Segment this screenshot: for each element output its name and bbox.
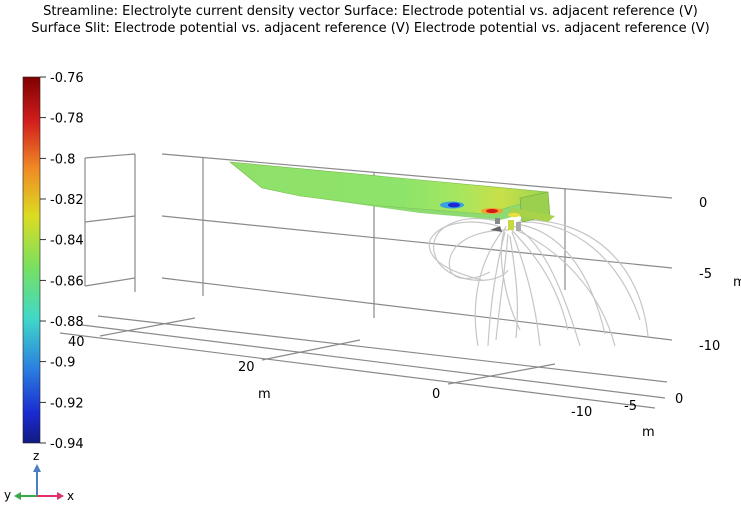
x-tick-label: -10 bbox=[571, 405, 592, 420]
plot-title-line-1: Streamline: Electrolyte current density … bbox=[43, 4, 698, 19]
z-tick-label: -5 bbox=[699, 267, 712, 282]
y-axis-unit: m bbox=[258, 387, 271, 402]
colorbar bbox=[22, 76, 41, 444]
plot-title-line-2: Surface Slit: Electrode potential vs. ad… bbox=[31, 21, 710, 36]
colorbar-ticks: -0.76 -0.78 -0.8 -0.82 -0.84 -0.86 -0.88 -0.9 -0… bbox=[40, 71, 84, 452]
z-tick-label: 0 bbox=[699, 196, 707, 211]
triad-y-label: y bbox=[4, 488, 11, 502]
colorbar-tick-label: -0.8 bbox=[50, 152, 75, 167]
axis-grid bbox=[59, 153, 673, 409]
colorbar-tick-label: -0.82 bbox=[50, 193, 84, 208]
x-tick-label: -5 bbox=[624, 399, 637, 414]
colorbar-tick-label: -0.84 bbox=[50, 234, 84, 249]
z-axis-unit: m bbox=[733, 275, 741, 290]
x-axis-unit: m bbox=[642, 425, 655, 440]
streamlines bbox=[428, 217, 649, 347]
colorbar-tick-label: -0.94 bbox=[50, 437, 84, 452]
y-tick-label: 40 bbox=[68, 335, 85, 350]
colorbar-tick-label: -0.92 bbox=[50, 396, 84, 411]
x-tick-label: 0 bbox=[675, 392, 683, 407]
electrode-surface bbox=[229, 161, 555, 232]
y-tick-label: 0 bbox=[432, 387, 440, 402]
colorbar-tick-label: -0.88 bbox=[50, 315, 84, 330]
axis-triad: z y x bbox=[4, 449, 74, 503]
triad-z-label: z bbox=[33, 449, 39, 463]
colorbar-tick-label: -0.9 bbox=[50, 356, 75, 371]
colorbar-tick-label: -0.76 bbox=[50, 71, 84, 86]
colorbar-tick-label: -0.78 bbox=[50, 112, 84, 127]
triad-x-label: x bbox=[67, 489, 74, 503]
y-tick-label: 20 bbox=[238, 360, 255, 375]
axis-ticks: 0 -5 -10 m 40 20 0 m 0 -5 -10 m bbox=[68, 196, 741, 440]
z-tick-label: -10 bbox=[699, 339, 720, 354]
colorbar-tick-label: -0.86 bbox=[50, 274, 84, 289]
